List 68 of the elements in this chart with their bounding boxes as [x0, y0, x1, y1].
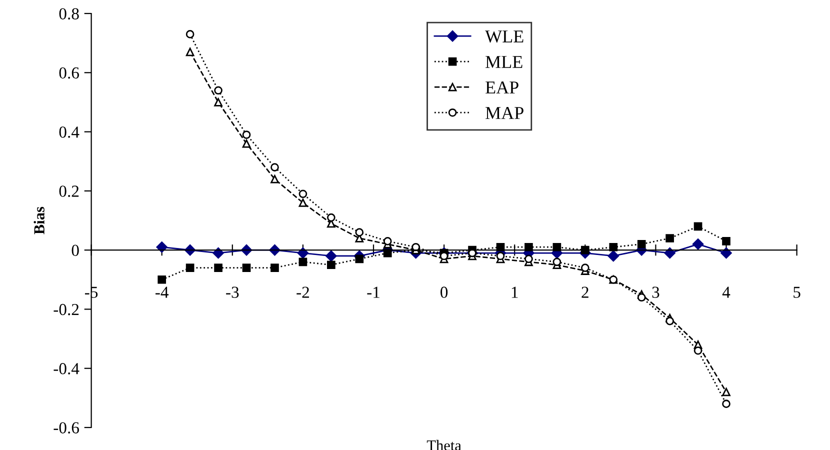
point [524, 242, 533, 252]
point [326, 250, 337, 262]
point [694, 222, 702, 231]
y-tick-label: 0.8 [59, 8, 79, 20]
point [327, 213, 336, 222]
point [694, 346, 702, 355]
point [186, 30, 194, 38]
x-tick-label: 4 [722, 286, 730, 298]
point [720, 247, 732, 259]
x-tick-label: 0 [440, 286, 448, 298]
point [214, 264, 222, 272]
x-tick-label: -4 [156, 286, 169, 298]
point [637, 293, 646, 302]
point [608, 250, 619, 262]
point [186, 264, 194, 272]
point [609, 242, 618, 252]
point [496, 252, 505, 260]
point [355, 254, 364, 264]
point [722, 400, 730, 408]
point [270, 264, 279, 272]
point [156, 242, 168, 253]
point [298, 258, 308, 266]
point [298, 198, 308, 207]
legend-label: WLE [485, 30, 524, 43]
legend-label: EAP [486, 81, 518, 94]
point [270, 163, 279, 172]
legend-label: MLE [486, 56, 522, 68]
point [722, 237, 730, 246]
x-tick-label: 5 [794, 286, 800, 298]
point [666, 316, 674, 326]
point [355, 228, 364, 236]
y-tick-label: 0.6 [59, 67, 79, 79]
legend-label: MAP [486, 107, 524, 119]
y-tick-label: -0.2 [54, 304, 79, 316]
y-tick-label: -0.4 [54, 363, 80, 374]
point [552, 258, 562, 266]
point [722, 388, 730, 396]
x-tick-label: -2 [296, 286, 309, 298]
y-axis-title: Bias [34, 206, 44, 234]
point [212, 247, 224, 259]
x-tick-label: -1 [367, 286, 380, 298]
point [242, 130, 251, 139]
point [692, 238, 704, 250]
y-tick-label: 0.2 [59, 186, 79, 197]
x-tick-label: 3 [652, 286, 660, 298]
point [214, 86, 222, 95]
point [214, 98, 222, 106]
point [524, 254, 533, 264]
x-tick-label: 2 [582, 286, 588, 298]
point [666, 234, 674, 242]
point [242, 264, 251, 272]
point [383, 237, 392, 246]
point [664, 247, 676, 259]
point [186, 48, 194, 56]
x-tick-label: 1 [512, 286, 518, 298]
y-tick-label: -0.6 [54, 422, 79, 434]
point [269, 244, 280, 256]
point [637, 240, 646, 248]
x-tick-label: -3 [226, 286, 239, 298]
point [242, 139, 251, 148]
y-tick-label: 0 [72, 244, 79, 256]
point [327, 260, 336, 270]
point [158, 275, 166, 284]
point [298, 190, 308, 198]
y-tick-label: 0.4 [59, 126, 80, 138]
point [580, 264, 590, 272]
point [270, 174, 279, 184]
point [412, 242, 420, 252]
